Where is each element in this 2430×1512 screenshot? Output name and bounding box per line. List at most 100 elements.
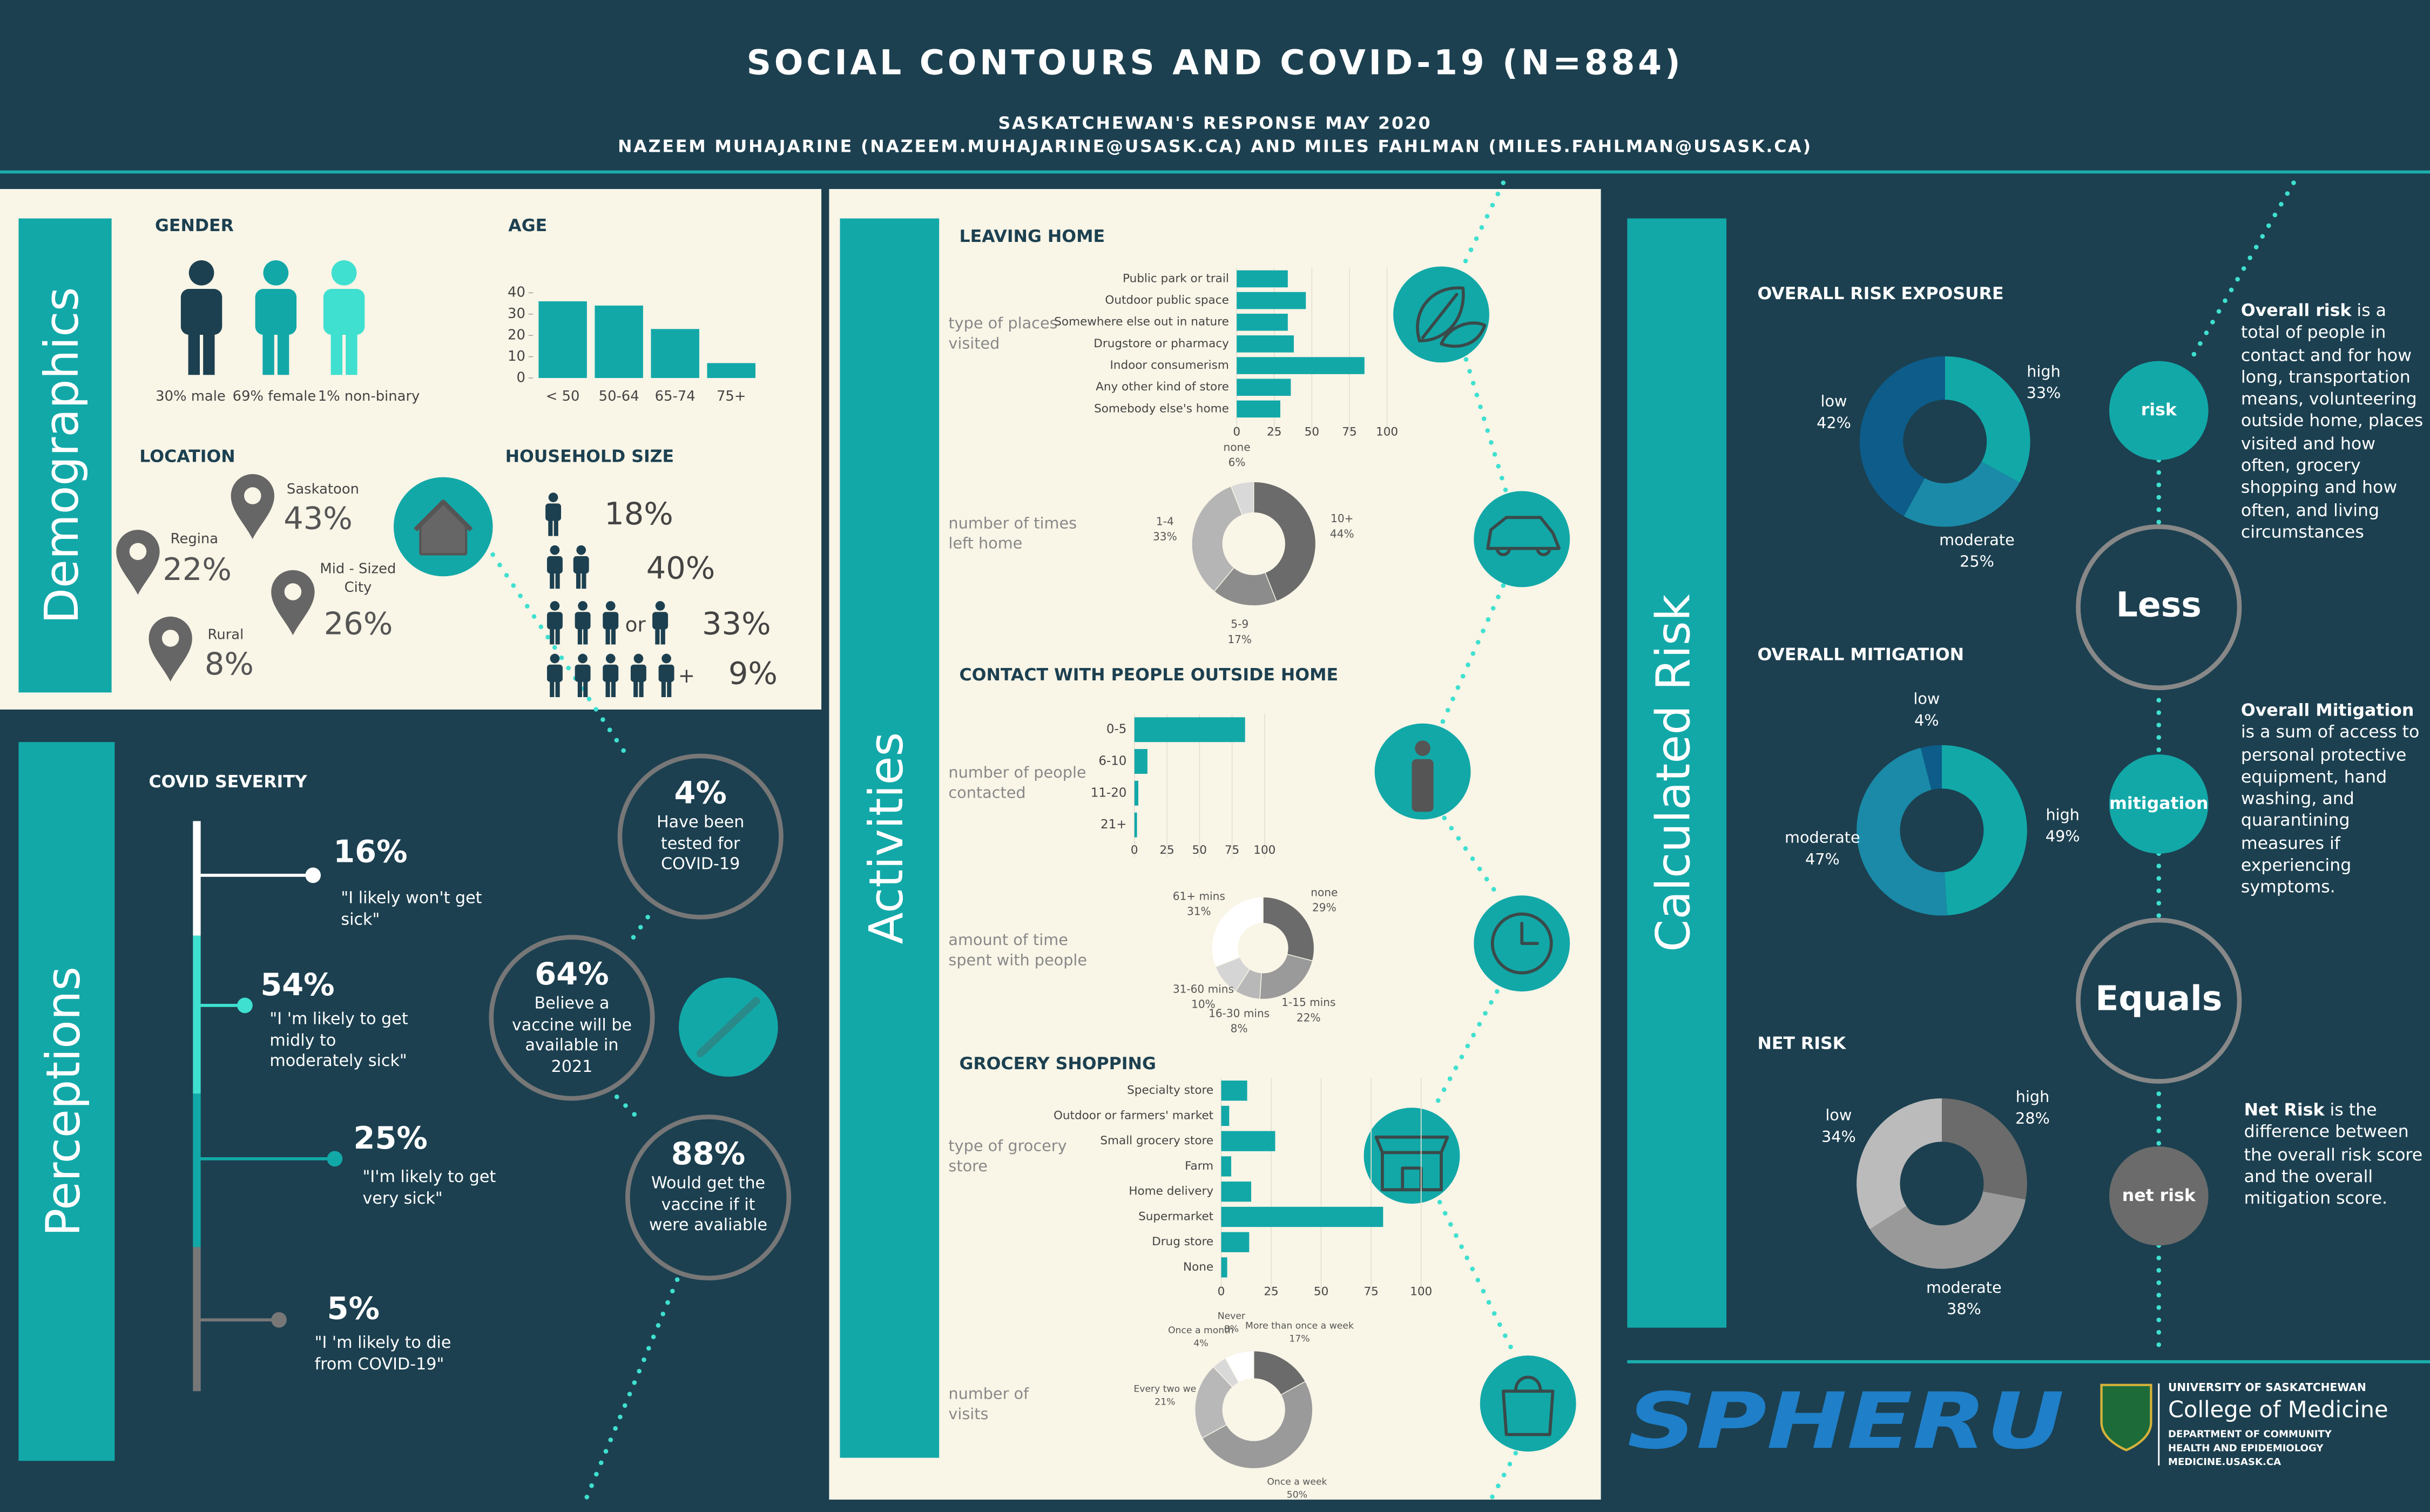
axis-label: type of places visited bbox=[948, 316, 1058, 354]
severity-dot bbox=[305, 867, 321, 883]
slice-value: 21% bbox=[1155, 1397, 1175, 1408]
donut-slice bbox=[1904, 461, 2020, 527]
location-pin bbox=[271, 570, 315, 636]
slice-label: 5-9 bbox=[1231, 618, 1248, 631]
slice-label: low bbox=[1913, 690, 1940, 708]
household-icon bbox=[546, 664, 563, 682]
household-icon bbox=[548, 492, 558, 502]
activity-icon bbox=[1412, 759, 1434, 812]
equation-circle bbox=[2109, 361, 2209, 461]
household-icon bbox=[655, 627, 660, 645]
section-heading: GENDER bbox=[155, 216, 234, 235]
activity-icon-circle bbox=[1474, 491, 1570, 588]
household-icon bbox=[555, 571, 560, 589]
slice-label: high bbox=[2046, 806, 2080, 824]
fact-text-box: Believe a vaccine will be available in 2… bbox=[512, 995, 632, 1072]
axis-label: amount of time spent with people bbox=[948, 933, 1088, 970]
household-value: 40% bbox=[646, 550, 716, 586]
slice-value: 4% bbox=[1914, 711, 1939, 730]
household-icon bbox=[550, 601, 560, 611]
x-tick-label: 0 bbox=[1131, 843, 1138, 857]
x-tick-label: 65-74 bbox=[655, 388, 696, 404]
axis-label: number of times left home bbox=[948, 516, 1077, 554]
slice-label: Once a week bbox=[1267, 1476, 1327, 1487]
slice-value: 50% bbox=[1287, 1490, 1307, 1501]
donut-slice bbox=[1259, 954, 1313, 1000]
bar bbox=[1221, 1206, 1383, 1227]
slice-value: 22% bbox=[1297, 1011, 1321, 1024]
chart-title: OVERALL RISK EXPOSURE bbox=[1757, 284, 2003, 303]
household-icon bbox=[546, 556, 563, 574]
location-pin-hole bbox=[284, 583, 302, 600]
fact-text: Would get the vaccine if it were avaliab… bbox=[649, 1174, 768, 1236]
fact-text: Have been tested for COVID-19 bbox=[656, 813, 745, 874]
x-tick-label: 50 bbox=[1314, 1285, 1328, 1299]
x-tick-label: 75+ bbox=[717, 388, 746, 404]
department: HEALTH AND EPIDEMIOLOGY bbox=[2168, 1442, 2324, 1454]
perceptions-bar bbox=[18, 742, 115, 1461]
x-tick-label: < 50 bbox=[546, 388, 580, 404]
activity-icon-circle bbox=[1480, 1355, 1576, 1452]
department: DEPARTMENT OF COMMUNITY bbox=[2168, 1429, 2332, 1440]
section-heading: CONTACT WITH PEOPLE OUTSIDE HOME bbox=[959, 665, 1338, 685]
slice-value: 8% bbox=[1231, 1022, 1248, 1035]
household-icon bbox=[603, 664, 619, 682]
logo: SPHERU bbox=[1627, 1376, 2064, 1466]
household-icon bbox=[550, 627, 555, 645]
axis-label: type of grocery store bbox=[948, 1138, 1067, 1176]
bar bbox=[651, 329, 699, 378]
y-tick-label: Any other kind of store bbox=[1096, 380, 1229, 394]
household-icon bbox=[603, 612, 619, 630]
slice-value: 42% bbox=[1817, 414, 1851, 432]
y-tick-label: 40 bbox=[508, 285, 525, 301]
slice-label: More than once a week bbox=[1245, 1320, 1354, 1331]
household-icon bbox=[550, 653, 560, 664]
slice-value: 17% bbox=[1289, 1333, 1310, 1344]
x-tick-label: 75 bbox=[1342, 425, 1356, 438]
fact-value: 64% bbox=[535, 956, 609, 992]
household-icon bbox=[578, 653, 588, 664]
bar bbox=[1237, 335, 1294, 353]
risk-note: Net Risk is the difference between the o… bbox=[2244, 1100, 2427, 1211]
fact-text-box: Have been tested for COVID-19 bbox=[656, 813, 745, 874]
severity-value: 16% bbox=[333, 833, 407, 869]
bar bbox=[1237, 379, 1291, 396]
slice-label: high bbox=[2027, 362, 2061, 380]
equation-ring bbox=[2076, 917, 2242, 1084]
x-tick-label: 50-64 bbox=[599, 388, 639, 404]
section-heading: AGE bbox=[508, 216, 547, 235]
gender-icon bbox=[180, 289, 222, 335]
bar bbox=[1221, 1156, 1231, 1177]
equation-text: Equals bbox=[2095, 978, 2222, 1018]
donut-slice bbox=[1211, 896, 1264, 968]
y-tick-label: Somewhere else out in nature bbox=[1054, 315, 1229, 329]
section-heading: LEAVING HOME bbox=[959, 227, 1105, 246]
household-value: 33% bbox=[702, 606, 771, 642]
slice-label: Once a month bbox=[1168, 1325, 1234, 1336]
website: MEDICINE.USASK.CA bbox=[2168, 1456, 2281, 1468]
page-title: SOCIAL CONTOURS AND COVID-19 (N=884) bbox=[747, 43, 1684, 83]
activity-icon-circle bbox=[1364, 1108, 1460, 1204]
y-tick-label: 0-5 bbox=[1106, 723, 1126, 737]
household-icon bbox=[605, 601, 616, 611]
house-icon-fill bbox=[421, 505, 465, 554]
risk-note-box: Net Risk is the difference between the o… bbox=[2244, 1100, 2427, 1211]
section-heading: COVID SEVERITY bbox=[149, 772, 308, 792]
household-icon bbox=[633, 653, 644, 664]
x-tick-label: 0 bbox=[1233, 425, 1240, 438]
severity-quote-box: "I likely won't get sick" bbox=[341, 889, 482, 929]
slice-label: low bbox=[1821, 392, 1847, 410]
equation-circle bbox=[2109, 1146, 2209, 1246]
household-icon bbox=[583, 627, 588, 645]
y-tick-label: 6-10 bbox=[1098, 754, 1126, 768]
household-icon bbox=[605, 679, 610, 697]
y-tick-label: Drugstore or pharmacy bbox=[1094, 337, 1229, 350]
slice-value: 6% bbox=[1228, 456, 1246, 469]
y-tick-label: 11-20 bbox=[1091, 786, 1127, 800]
dotted-connector bbox=[630, 915, 650, 941]
fact-circle bbox=[617, 753, 784, 920]
household-icon bbox=[658, 664, 674, 682]
slice-label: none bbox=[1311, 886, 1338, 899]
household-icon bbox=[548, 518, 553, 536]
location-name-box: Mid - Sized City bbox=[320, 562, 396, 596]
